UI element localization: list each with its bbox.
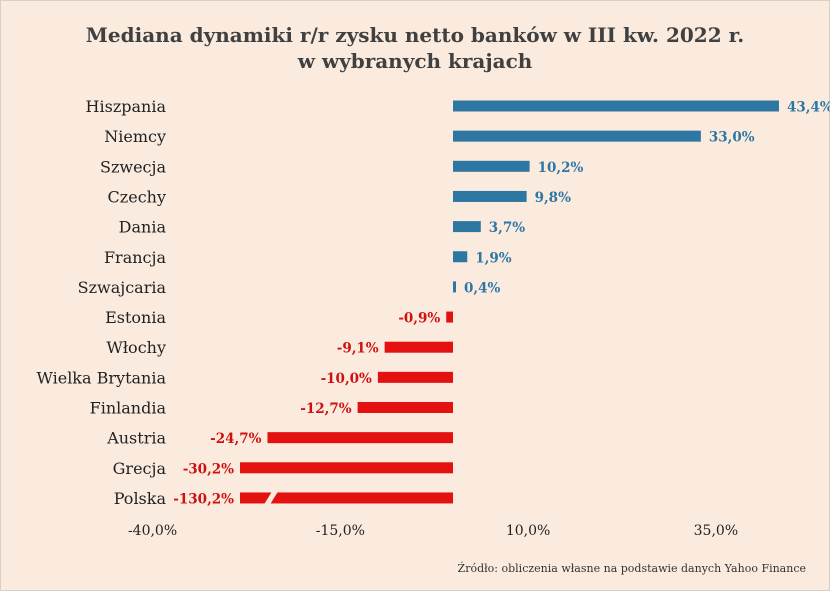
- bar-czechy: [453, 190, 527, 202]
- data-label-austria: -24,7%: [210, 431, 261, 447]
- bar-austria: [267, 432, 453, 444]
- x-tick-label: 10,0%: [506, 523, 550, 539]
- data-label-estonia: -0,9%: [398, 311, 440, 327]
- bar-szwecja: [453, 160, 530, 172]
- category-label-czechy: Czechy: [108, 187, 166, 206]
- bar-szwajcaria: [453, 281, 457, 293]
- bar-estonia: [446, 311, 453, 323]
- data-label-wielka-brytania: -10,0%: [321, 371, 372, 387]
- category-label-austria: Austria: [106, 429, 166, 448]
- category-label-włochy: Włochy: [106, 338, 166, 357]
- category-label-polska: Polska: [114, 489, 167, 508]
- category-label-finlandia: Finlandia: [90, 399, 167, 418]
- data-label-polska: -130,2%: [173, 491, 234, 507]
- category-label-dania: Dania: [119, 218, 167, 237]
- x-tick-label: 35,0%: [694, 523, 738, 539]
- bar-niemcy: [453, 130, 701, 142]
- category-label-grecja: Grecja: [113, 459, 167, 478]
- axis-break-mark: [264, 491, 278, 505]
- data-label-niemcy: 33,0%: [709, 130, 755, 146]
- bar-hiszpania: [453, 100, 779, 112]
- category-label-szwajcaria: Szwajcaria: [78, 278, 167, 297]
- category-label-francja: Francja: [104, 248, 167, 267]
- data-label-szwajcaria: 0,4%: [464, 280, 500, 296]
- category-label-hiszpania: Hiszpania: [86, 97, 167, 116]
- data-label-francja: 1,9%: [475, 250, 511, 266]
- data-label-finlandia: -12,7%: [300, 401, 351, 417]
- bar-polska: [240, 492, 453, 504]
- data-label-czechy: 9,8%: [535, 190, 571, 206]
- category-label-niemcy: Niemcy: [104, 127, 166, 146]
- bar-wielka-brytania: [377, 371, 453, 383]
- category-label-estonia: Estonia: [105, 308, 166, 327]
- bar-włochy: [384, 341, 453, 353]
- data-label-grecja: -30,2%: [183, 461, 234, 477]
- chart-title-line-2: w wybranych krajach: [297, 49, 533, 73]
- bar-dania: [453, 221, 481, 233]
- chart-title: Mediana dynamiki r/r zysku netto banków …: [0, 22, 830, 74]
- category-label-szwecja: Szwecja: [100, 157, 166, 176]
- data-label-włochy: -9,1%: [337, 341, 379, 357]
- data-label-hiszpania: 43,4%: [787, 100, 830, 116]
- x-tick-label: -40,0%: [128, 523, 177, 539]
- bar-finlandia: [357, 402, 453, 413]
- x-tick-label: -15,0%: [316, 523, 365, 539]
- chart-title-line-1: Mediana dynamiki r/r zysku netto banków …: [85, 23, 745, 47]
- bar-grecja: [240, 462, 453, 474]
- source-note: Źródło: obliczenia własne na podstawie d…: [457, 562, 806, 575]
- category-label-wielka-brytania: Wielka Brytania: [36, 368, 166, 387]
- data-label-szwecja: 10,2%: [538, 160, 584, 176]
- data-label-dania: 3,7%: [489, 220, 525, 236]
- bar-francja: [453, 251, 468, 263]
